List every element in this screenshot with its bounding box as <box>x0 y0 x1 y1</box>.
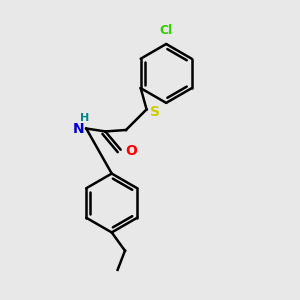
Text: O: O <box>125 144 137 158</box>
Text: H: H <box>80 113 89 123</box>
Text: Cl: Cl <box>160 24 173 37</box>
Text: S: S <box>150 105 160 119</box>
Text: N: N <box>73 122 85 136</box>
